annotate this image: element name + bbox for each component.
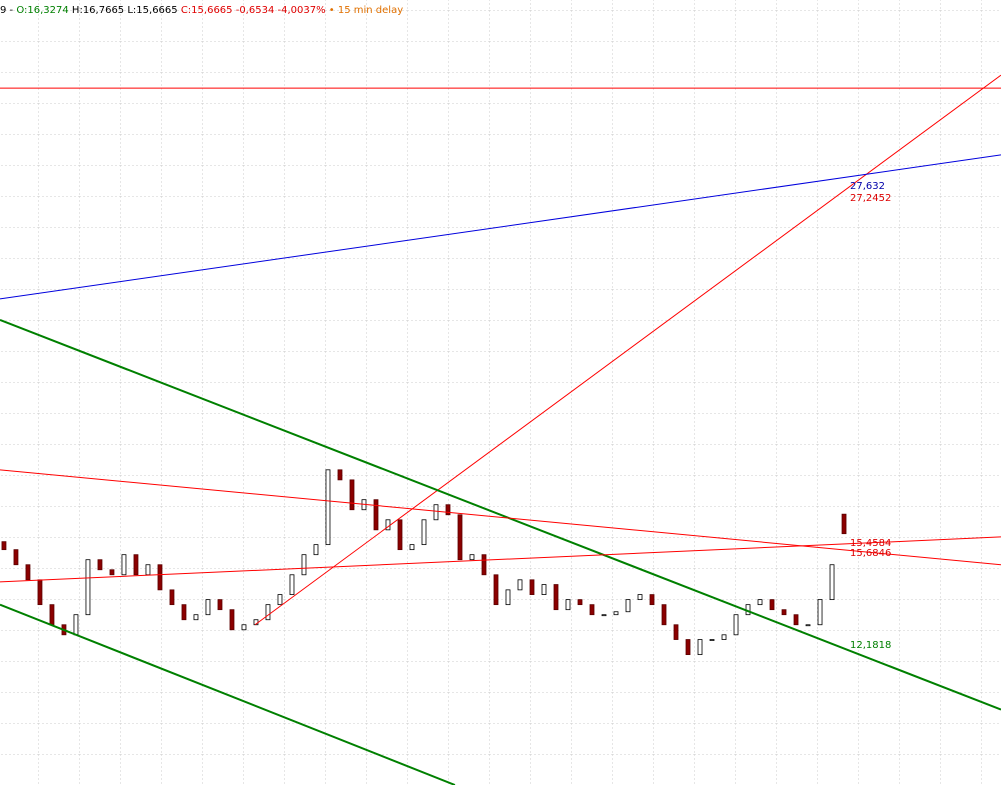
candle-body [301,554,307,576]
candle-body [121,554,127,576]
trend-line [0,536,1001,583]
candle-body [169,589,175,606]
candle-body [49,604,55,626]
candle-body [637,594,643,601]
candle-body [577,599,583,606]
header-item: • 15 min delay [326,5,404,16]
candle-body [697,639,703,656]
candle-body [769,599,775,611]
candle-body [1,541,7,551]
candle-body [469,554,475,561]
trend-line [0,318,1001,711]
candle-body [325,469,331,546]
candle-body [805,624,811,627]
candle-body [649,594,655,606]
candle-body [493,574,499,606]
candle-body [349,479,355,511]
candle-body [205,599,211,616]
candle-body [457,514,463,561]
header-item: 9 - [0,5,16,16]
candle-body [601,614,607,617]
candle-body [673,624,679,640]
candle-body [409,544,415,551]
candle-body [241,624,247,631]
candle-body [337,469,343,481]
candle-body [685,639,691,656]
header: 9 - O:16,3274 H:16,7665 L:15,6665 C:15,6… [0,5,403,16]
candle-body [193,614,199,621]
candle-body [157,564,163,591]
line-value-label: 27,632 [850,181,885,192]
line-value-label: 27,2452 [850,193,891,204]
candle-body [553,584,559,611]
candle-body [793,614,799,626]
candle-body [613,611,619,616]
trend-line [0,154,1001,300]
candle-body [85,559,91,616]
line-value-label: 15,6846 [850,548,891,559]
candle-body [421,519,427,546]
candle-body [817,599,823,626]
candle-body [37,579,43,606]
candle-body [97,559,103,571]
candle-body [565,599,571,611]
candle-body [829,564,835,601]
candle-body [289,574,295,595]
candle-body [229,609,235,631]
candle-body [25,564,31,581]
candle-body [529,579,535,595]
candle-body [109,569,115,576]
line-value-label: 15,4584 [850,538,891,549]
candle-body [433,504,439,521]
candle-body [73,614,79,636]
candle-body [505,589,511,606]
candle-body [481,554,487,576]
candle-body [709,639,715,641]
trend-line [254,74,1001,626]
candle-body [757,599,763,606]
candle-body [721,634,727,640]
trend-line [0,469,1001,566]
candle-body [133,554,139,576]
candle-body [841,513,847,535]
candle-body [733,614,739,636]
trend-line [0,603,456,785]
candle-body [265,604,271,621]
candle-body [181,604,187,621]
candle-body [373,499,379,531]
header-item: C:15,6665 -0,6534 -4,0037% [181,5,326,16]
candle-body [313,544,319,556]
candle-body [625,599,631,613]
candle-body [781,609,787,616]
candle-body [517,579,523,591]
line-value-label: 12,1818 [850,640,891,651]
candle-body [541,584,547,595]
candle-body [217,599,223,611]
candle-body [661,604,667,626]
header-item: O:16,3274 [16,5,68,16]
candle-body [397,519,403,551]
candle-body [445,504,451,516]
candle-body [277,594,283,606]
candle-body [145,564,151,576]
candle-body [589,604,595,616]
header-item: H:16,7665 L:15,6665 [69,5,181,16]
candle-body [13,549,19,566]
